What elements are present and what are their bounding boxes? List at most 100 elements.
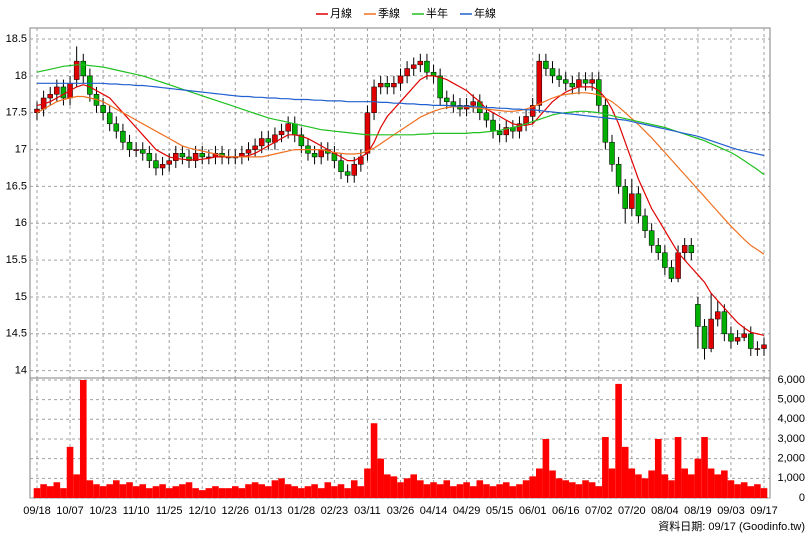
volume-bar [463,482,470,498]
volume-bar [648,470,655,498]
candle-body [748,333,754,349]
volume-bar [483,484,490,498]
volume-bar [265,486,272,498]
volume-bar [225,488,232,498]
volume-bar [727,480,735,498]
volume-bar [496,484,503,498]
candle-body [106,112,113,125]
candle-body [602,105,609,143]
volume-bar [721,470,728,498]
candle-body [470,101,476,106]
volume-bar [430,482,437,498]
volume-bar [635,474,642,498]
y-tick-label: 15.5 [6,254,27,266]
candle-body [734,337,741,342]
candle-body [741,333,747,338]
footer: 資料日期: 09/17 (Goodinfo.tw) [658,519,805,533]
volume-bar [278,478,285,498]
volume-bar [218,488,226,498]
volume-bar [502,482,510,498]
candle-body [113,123,120,132]
candle-body [562,79,569,84]
candle-body [54,86,60,95]
candle-body [503,127,509,136]
legend-label: 半年 [426,6,448,20]
candle-body [543,60,549,69]
volume-bar [760,488,768,498]
volume-bar [436,484,444,498]
candle-body [186,156,192,161]
volume-bar [357,486,365,498]
y-tick-label: 0 [799,492,805,504]
candle-body [258,138,265,147]
candle-body [120,130,126,143]
candle-body [437,75,443,99]
x-tick-label: 08/19 [684,505,712,517]
candle-body [536,60,543,106]
volume-bar [688,474,695,498]
x-tick-label: 03/11 [354,505,381,517]
volume-bar [397,482,404,498]
volume-bar [284,484,292,498]
volume-bar [516,484,523,498]
ma-line [37,82,765,157]
volume-bar [628,468,636,498]
volume-bar [79,379,87,498]
candle-body [576,79,582,88]
volume-bar [707,468,715,498]
candle-body [384,83,391,88]
candle-body [688,245,695,253]
volume-bar [179,484,186,498]
volume-bar [60,488,67,498]
volume-bar [423,484,431,498]
volume-bar [621,446,629,498]
ma-line [36,75,765,336]
x-tick-label: 04/29 [453,505,481,517]
x-tick-label: 12/10 [188,505,216,517]
volume-bar [205,488,213,498]
candle-body [569,83,576,88]
candle-body [47,94,53,99]
candle-body [60,86,67,99]
candle-body [292,123,298,136]
candle-body [265,138,272,143]
volume-bar [185,482,193,498]
volume-bar [654,438,662,498]
volume-bar [337,484,345,498]
volume-bar [476,480,484,498]
candle-body [351,164,357,176]
volume-bar [93,484,100,498]
candle-body [377,83,384,88]
volume-bar [192,488,199,498]
candle-body [410,64,417,69]
volume-bar [661,474,669,498]
volume-bar [231,486,239,498]
volume-bar [238,488,246,498]
candle-body [199,153,205,158]
x-tick-label: 06/01 [519,505,547,517]
candle-body [192,153,199,161]
y-tick-label: 18.5 [6,33,27,45]
volume-bar [562,480,570,498]
volume-bar [126,482,133,498]
volume-bar [132,486,140,498]
volume-bar [152,486,160,498]
y-tick-label: 17 [15,143,27,155]
candle-body [589,79,595,84]
candle-body [695,304,701,327]
x-tick-label: 11/25 [156,505,183,517]
candle-body [754,348,761,350]
candle-body [662,252,668,268]
candle-body [728,333,734,342]
volume-bar [740,482,748,498]
volume-bar [33,488,41,498]
candle-body [761,344,767,349]
volume-bar [258,484,266,498]
candle-body [655,245,662,253]
volume-bar [410,474,418,498]
x-tick-label: 09/17 [750,505,778,517]
candle-body [622,186,628,209]
volume-bar [66,446,74,498]
candle-body [417,60,424,66]
volume-bar [251,482,259,498]
